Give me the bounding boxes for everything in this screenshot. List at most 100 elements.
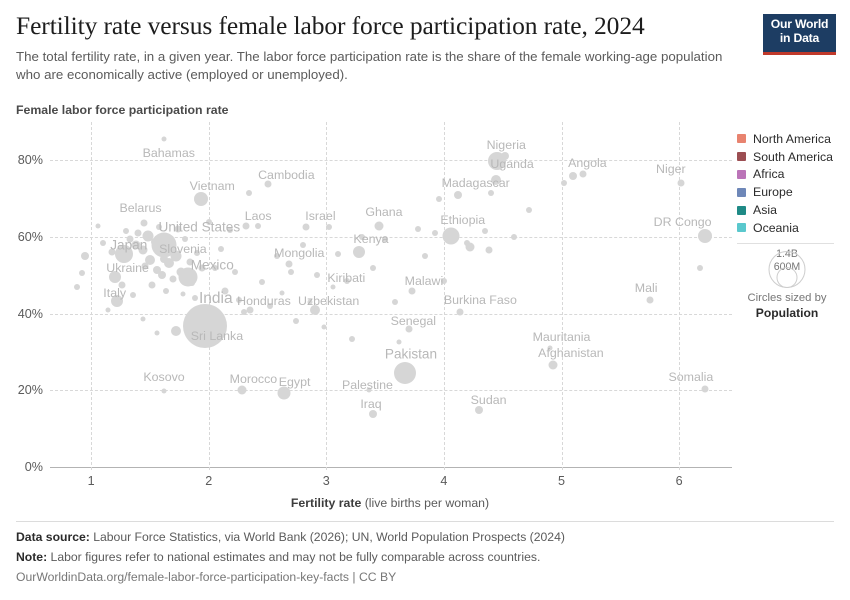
scatter-point[interactable] [485, 246, 493, 254]
scatter-point[interactable] [279, 290, 285, 296]
scatter-point-vietnam[interactable] [193, 192, 208, 207]
scatter-point[interactable] [180, 291, 186, 297]
scatter-point-united-states[interactable] [151, 232, 177, 258]
scatter-point[interactable] [170, 325, 181, 336]
scatter-point-ghana[interactable] [374, 221, 384, 230]
scatter-point[interactable] [157, 271, 166, 280]
scatter-point-pakistan[interactable] [394, 362, 417, 385]
scatter-point[interactable] [154, 330, 160, 336]
scatter-point[interactable] [579, 170, 587, 178]
scatter-point[interactable] [358, 234, 365, 240]
scatter-point[interactable] [465, 242, 475, 252]
scatter-point-madagascar[interactable] [454, 190, 463, 199]
scatter-point-nigeria[interactable] [487, 152, 506, 171]
scatter-point[interactable] [487, 189, 494, 196]
scatter-point[interactable] [211, 264, 218, 271]
scatter-point[interactable] [142, 230, 154, 242]
scatter-point[interactable] [130, 291, 137, 298]
scatter-point-kiribati[interactable] [330, 284, 336, 290]
legend-item-europe[interactable]: Europe [737, 183, 847, 201]
legend-item-asia[interactable]: Asia [737, 201, 847, 219]
scatter-point[interactable] [440, 278, 447, 285]
scatter-point[interactable] [349, 335, 356, 342]
scatter-point[interactable] [241, 308, 248, 315]
scatter-point[interactable] [198, 264, 206, 272]
legend-item-oceania[interactable]: Oceania [737, 219, 847, 237]
scatter-point-iraq[interactable] [369, 410, 378, 419]
legend-item-north-america[interactable]: North America [737, 130, 847, 148]
scatter-point[interactable] [134, 229, 142, 237]
scatter-point[interactable] [105, 307, 111, 313]
scatter-point[interactable] [299, 241, 306, 248]
scatter-point-japan[interactable] [115, 245, 134, 264]
scatter-point[interactable] [245, 189, 252, 196]
scatter-point-malawi[interactable] [408, 287, 416, 295]
scatter-point-bahamas[interactable] [161, 136, 167, 142]
owid-logo[interactable]: Our World in Data [763, 14, 836, 55]
scatter-point-kosovo[interactable] [161, 388, 167, 394]
scatter-point[interactable] [99, 239, 106, 246]
scatter-point[interactable] [422, 253, 429, 260]
scatter-point[interactable] [697, 264, 704, 271]
scatter-point[interactable] [258, 279, 265, 286]
scatter-point[interactable] [78, 270, 85, 277]
scatter-point-somalia[interactable] [701, 385, 709, 393]
scatter-point-uganda[interactable] [490, 174, 501, 185]
scatter-point[interactable] [431, 230, 438, 237]
scatter-point[interactable] [163, 258, 174, 269]
scatter-point[interactable] [217, 245, 224, 252]
scatter-point[interactable] [560, 179, 567, 186]
scatter-point[interactable] [182, 235, 189, 242]
scatter-point[interactable] [396, 339, 402, 345]
scatter-point-italy[interactable] [111, 295, 124, 308]
scatter-point-mali[interactable] [646, 296, 654, 304]
scatter-point[interactable] [335, 251, 342, 258]
scatter-point[interactable] [108, 248, 116, 256]
scatter-point[interactable] [226, 227, 233, 234]
scatter-point-senegal[interactable] [405, 325, 413, 333]
scatter-point[interactable] [148, 281, 156, 289]
scatter-point-ukraine[interactable] [108, 271, 121, 284]
legend-item-africa[interactable]: Africa [737, 166, 847, 184]
scatter-point[interactable] [205, 218, 212, 225]
scatter-point[interactable] [370, 264, 377, 271]
scatter-point-honduras[interactable] [246, 306, 254, 314]
scatter-point[interactable] [123, 228, 130, 235]
scatter-point-sudan[interactable] [475, 406, 484, 415]
scatter-point[interactable] [74, 283, 81, 290]
scatter-point-burkina-faso[interactable] [456, 308, 464, 316]
scatter-point-sri-lanka[interactable] [199, 335, 211, 346]
scatter-point-mexico[interactable] [178, 267, 198, 287]
scatter-point[interactable] [126, 235, 134, 243]
scatter-point-mongolia[interactable] [285, 260, 293, 268]
scatter-point-belarus[interactable] [140, 219, 148, 227]
scatter-point[interactable] [321, 324, 327, 330]
scatter-point[interactable] [191, 295, 198, 302]
scatter-point-mauritania[interactable] [547, 345, 553, 351]
scatter-point[interactable] [288, 268, 295, 275]
scatter-point-afghanistan[interactable] [548, 360, 558, 370]
scatter-point[interactable] [163, 287, 170, 294]
scatter-point[interactable] [266, 303, 273, 309]
scatter-point-cambodia[interactable] [264, 180, 272, 188]
scatter-point[interactable] [81, 252, 90, 261]
scatter-point[interactable] [415, 226, 422, 233]
scatter-point[interactable] [118, 281, 126, 289]
scatter-point-kenya[interactable] [353, 246, 366, 259]
scatter-point[interactable] [325, 224, 332, 231]
scatter-point[interactable] [153, 265, 161, 274]
scatter-point[interactable] [221, 287, 229, 295]
scatter-point-laos[interactable] [242, 222, 250, 230]
scatter-point[interactable] [144, 255, 155, 265]
scatter-point[interactable] [140, 316, 146, 322]
scatter-point-egypt[interactable] [277, 386, 291, 400]
scatter-point[interactable] [169, 275, 177, 283]
scatter-point[interactable] [382, 235, 389, 242]
scatter-point[interactable] [193, 250, 200, 257]
scatter-point[interactable] [156, 224, 163, 231]
scatter-point[interactable] [391, 299, 398, 306]
footer-url[interactable]: OurWorldinData.org/female-labor-force-pa… [16, 569, 397, 584]
scatter-point-ethiopia[interactable] [442, 227, 460, 245]
scatter-point-niger[interactable] [677, 179, 685, 187]
scatter-point[interactable] [138, 245, 148, 255]
